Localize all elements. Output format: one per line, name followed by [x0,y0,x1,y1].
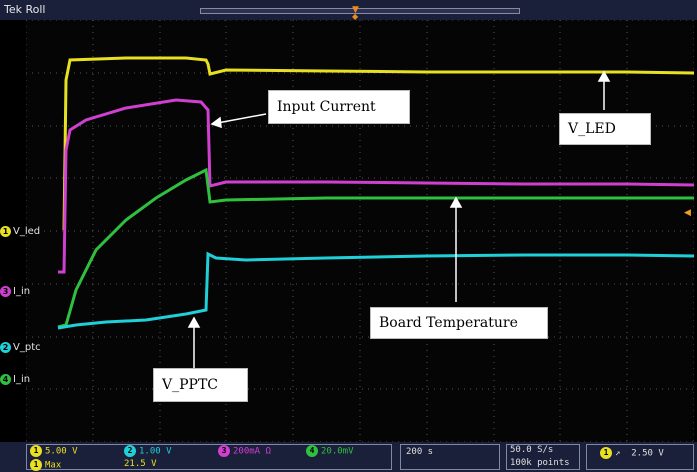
acquisition-mode-label: Tek Roll [4,3,46,16]
measurement-readout[interactable]: 1 Max [30,459,61,471]
annotation-board-temperature: Board Temperature [370,307,548,339]
channel-3-label[interactable]: 3 I_in [0,286,30,297]
scope-top-bar: Tek Roll ▼ ◆ [0,0,697,21]
record-length: 100k points [510,458,570,468]
waveform-ch1-vled [62,56,694,231]
waveform-ch4-board-temperature [57,167,694,329]
timebase-panel[interactable] [400,444,500,470]
graticule [26,20,694,442]
ch4-scale[interactable]: 4 20.0mV [306,445,354,457]
waveform-area [26,20,694,442]
annotation-input-current: Input Current [268,90,410,124]
trigger-level-marker-icon: ◀ [684,208,691,218]
waveform-ch2-vpptc [57,251,694,330]
ch1-scale[interactable]: 1 5.00 V [30,445,78,457]
trigger-slope-icon: ↗ [615,448,621,459]
ch2-scale[interactable]: 2 1.00 V [124,445,172,457]
timebase-value: 200 s [406,447,434,457]
scope-display [26,20,694,442]
channel-1-label[interactable]: 1 V_led [0,226,40,237]
channel-2-label[interactable]: 2 V_ptc [0,342,41,353]
trigger-marker-icon: ◆ [352,12,359,21]
scope-status-bar: 1 5.00 V 2 1.00 V 3 200mA Ω 4 20.0mV 1 Max 21… [0,442,697,472]
record-view-bar[interactable] [200,8,520,14]
trigger-settings[interactable]: 1 ↗ 2.50 V [600,447,664,459]
annotation-v-led: V_LED [559,113,651,145]
waveform-ch3-input-current [58,98,694,274]
trigger-position-icon: ▼ [352,5,359,15]
measurement-value: 21.5 V [124,459,157,469]
annotation-arrows [187,70,611,368]
trigger-panel[interactable] [586,444,694,470]
acquisition-panel[interactable] [506,444,580,470]
sample-rate: 50.0 S/s [510,445,554,455]
ch3-scale[interactable]: 3 200mA Ω [218,445,271,457]
vertical-settings-panel[interactable] [26,444,392,470]
annotation-v-pptc: V_PPTC [153,368,248,402]
channel-4-label[interactable]: 4 I_in [0,374,30,385]
